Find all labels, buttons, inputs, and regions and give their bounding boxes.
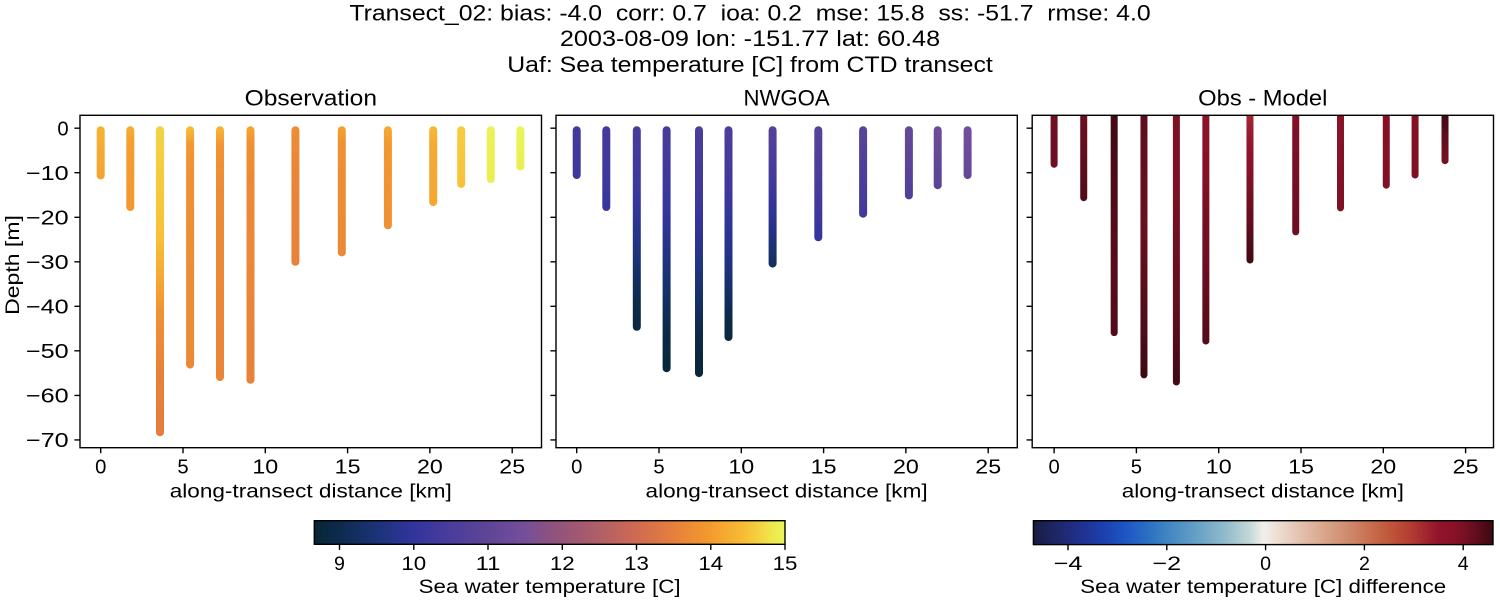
svg-text:0: 0 (1048, 456, 1059, 478)
svg-text:−70: −70 (26, 430, 69, 452)
svg-text:5: 5 (177, 456, 188, 478)
svg-text:15: 15 (335, 456, 361, 478)
svg-text:−40: −40 (26, 297, 69, 319)
svg-text:−50: −50 (26, 341, 69, 363)
svg-text:25: 25 (1453, 456, 1479, 478)
svg-text:along-transect distance [km]: along-transect distance [km] (170, 481, 452, 503)
svg-text:20: 20 (417, 456, 443, 478)
svg-text:2003-08-09 lon: -151.77 lat: 6: 2003-08-09 lon: -151.77 lat: 60.48 (560, 26, 940, 51)
svg-text:15: 15 (773, 553, 798, 575)
svg-text:10: 10 (1206, 456, 1232, 478)
svg-text:0: 0 (95, 456, 106, 478)
svg-text:along-transect distance [km]: along-transect distance [km] (1122, 481, 1404, 503)
svg-text:Depth [m]: Depth [m] (2, 215, 24, 315)
svg-text:5: 5 (653, 456, 664, 478)
svg-text:20: 20 (1370, 456, 1396, 478)
svg-text:10: 10 (728, 456, 754, 478)
svg-text:−2: −2 (1152, 553, 1181, 575)
svg-text:2: 2 (1359, 553, 1370, 575)
svg-text:9: 9 (334, 553, 345, 575)
svg-text:5: 5 (1131, 456, 1142, 478)
svg-text:−60: −60 (26, 386, 69, 408)
svg-text:10: 10 (401, 553, 426, 575)
svg-text:Sea water temperature [C] diff: Sea water temperature [C] difference (1080, 576, 1446, 598)
svg-text:Observation: Observation (245, 86, 377, 111)
svg-text:15: 15 (1288, 456, 1314, 478)
svg-text:15: 15 (811, 456, 837, 478)
svg-text:−20: −20 (26, 208, 69, 230)
svg-text:Uaf: Sea temperature [C] from: Uaf: Sea temperature [C] from CTD transe… (507, 52, 993, 77)
svg-text:0: 0 (571, 456, 582, 478)
svg-text:NWGOA: NWGOA (744, 86, 831, 111)
svg-text:25: 25 (975, 456, 1001, 478)
svg-text:along-transect distance [km]: along-transect distance [km] (646, 481, 928, 503)
svg-text:13: 13 (624, 553, 649, 575)
svg-text:Obs - Model: Obs - Model (1198, 86, 1327, 111)
svg-text:−10: −10 (26, 163, 69, 185)
svg-text:−4: −4 (1054, 553, 1083, 575)
svg-text:4: 4 (1458, 553, 1469, 575)
svg-text:11: 11 (476, 553, 501, 575)
svg-text:Sea water temperature [C]: Sea water temperature [C] (419, 576, 681, 598)
svg-text:10: 10 (252, 456, 278, 478)
svg-text:14: 14 (698, 553, 723, 575)
svg-text:Transect_02: bias: -4.0 corr:: Transect_02: bias: -4.0 corr: 0.7 ioa: 0… (349, 0, 1150, 25)
svg-text:0: 0 (1260, 553, 1271, 575)
svg-text:12: 12 (550, 553, 575, 575)
svg-text:25: 25 (499, 456, 525, 478)
svg-text:−30: −30 (26, 252, 69, 274)
svg-text:20: 20 (893, 456, 919, 478)
svg-text:0: 0 (57, 119, 68, 141)
